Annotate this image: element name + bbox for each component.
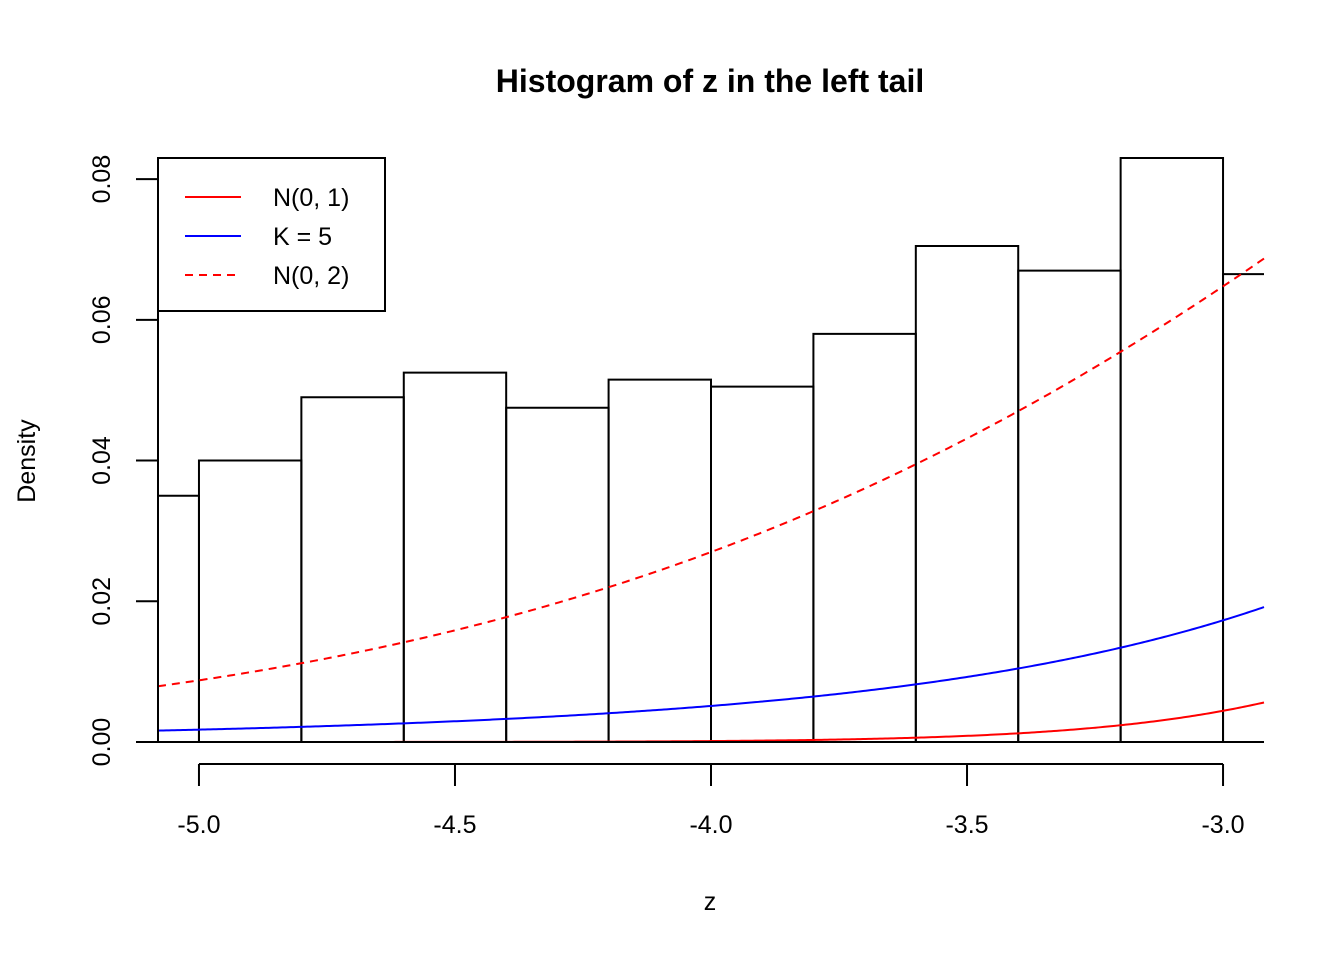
histogram-bar [914, 244, 1020, 742]
x-tick-label: -3.5 [945, 811, 988, 839]
histogram-bar [505, 406, 610, 742]
legend-label: N(0, 1) [273, 184, 349, 212]
histogram-bar [402, 371, 508, 742]
density-curve [157, 606, 1265, 732]
y-tick-label: 0.06 [88, 295, 116, 344]
y-tick-label: 0.08 [88, 155, 116, 204]
x-tick-label: -3.0 [1201, 811, 1244, 839]
histogram-bar [197, 459, 303, 742]
x-tick-label: -4.0 [689, 811, 732, 839]
y-tick-label: 0.02 [88, 577, 116, 626]
y-tick-label: 0.04 [88, 436, 116, 485]
y-axis-label: Density [13, 419, 41, 503]
x-tick-label: -5.0 [177, 811, 220, 839]
x-axis: -5.0 -4.5 -4.0 -3.5 -3.0 [177, 763, 1245, 839]
histogram-bar [1017, 269, 1122, 742]
legend-label: K = 5 [273, 223, 332, 251]
histogram-bars [158, 157, 1264, 742]
x-tick-label: -4.5 [433, 811, 476, 839]
histogram-bar [607, 378, 712, 742]
histogram-bar [812, 332, 917, 742]
y-tick-label: 0.00 [88, 718, 116, 767]
legend-label: N(0, 2) [273, 262, 349, 290]
histogram-bar [1222, 273, 1264, 742]
chart-title: Histogram of z in the left tail [496, 63, 924, 99]
legend-box [157, 157, 386, 312]
histogram-bar [158, 494, 200, 742]
density-curve [157, 257, 1265, 688]
x-axis-label: z [704, 888, 717, 916]
histogram-bar [710, 385, 815, 742]
legend: N(0, 1) K = 5 N(0, 2) [157, 157, 386, 312]
histogram-bar [300, 396, 405, 742]
histogram-bar [1119, 157, 1225, 742]
y-axis: 0.00 0.02 0.04 0.06 0.08 [88, 155, 159, 767]
